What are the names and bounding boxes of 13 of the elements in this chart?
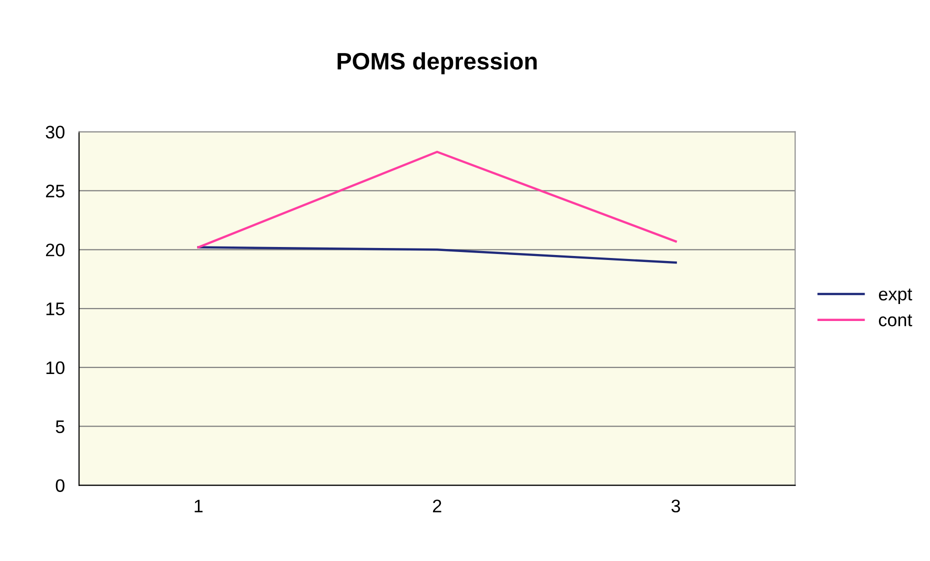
x-tick-label: 2 xyxy=(432,500,442,512)
y-tick-label: 10 xyxy=(46,361,64,374)
y-tick-label: 25 xyxy=(46,184,64,198)
x-tick-label: 3 xyxy=(671,500,680,512)
y-tick-label: 15 xyxy=(46,302,64,316)
x-tick-label: 1 xyxy=(194,500,203,512)
y-tick-label: 20 xyxy=(46,244,64,256)
legend-label: cont xyxy=(878,314,912,326)
y-tick-label: 30 xyxy=(46,126,64,139)
chart-title: POMS depression xyxy=(338,52,537,74)
y-tick-label: 5 xyxy=(56,420,64,434)
y-tick-label: 0 xyxy=(56,479,64,492)
legend-label: expt xyxy=(878,288,912,304)
